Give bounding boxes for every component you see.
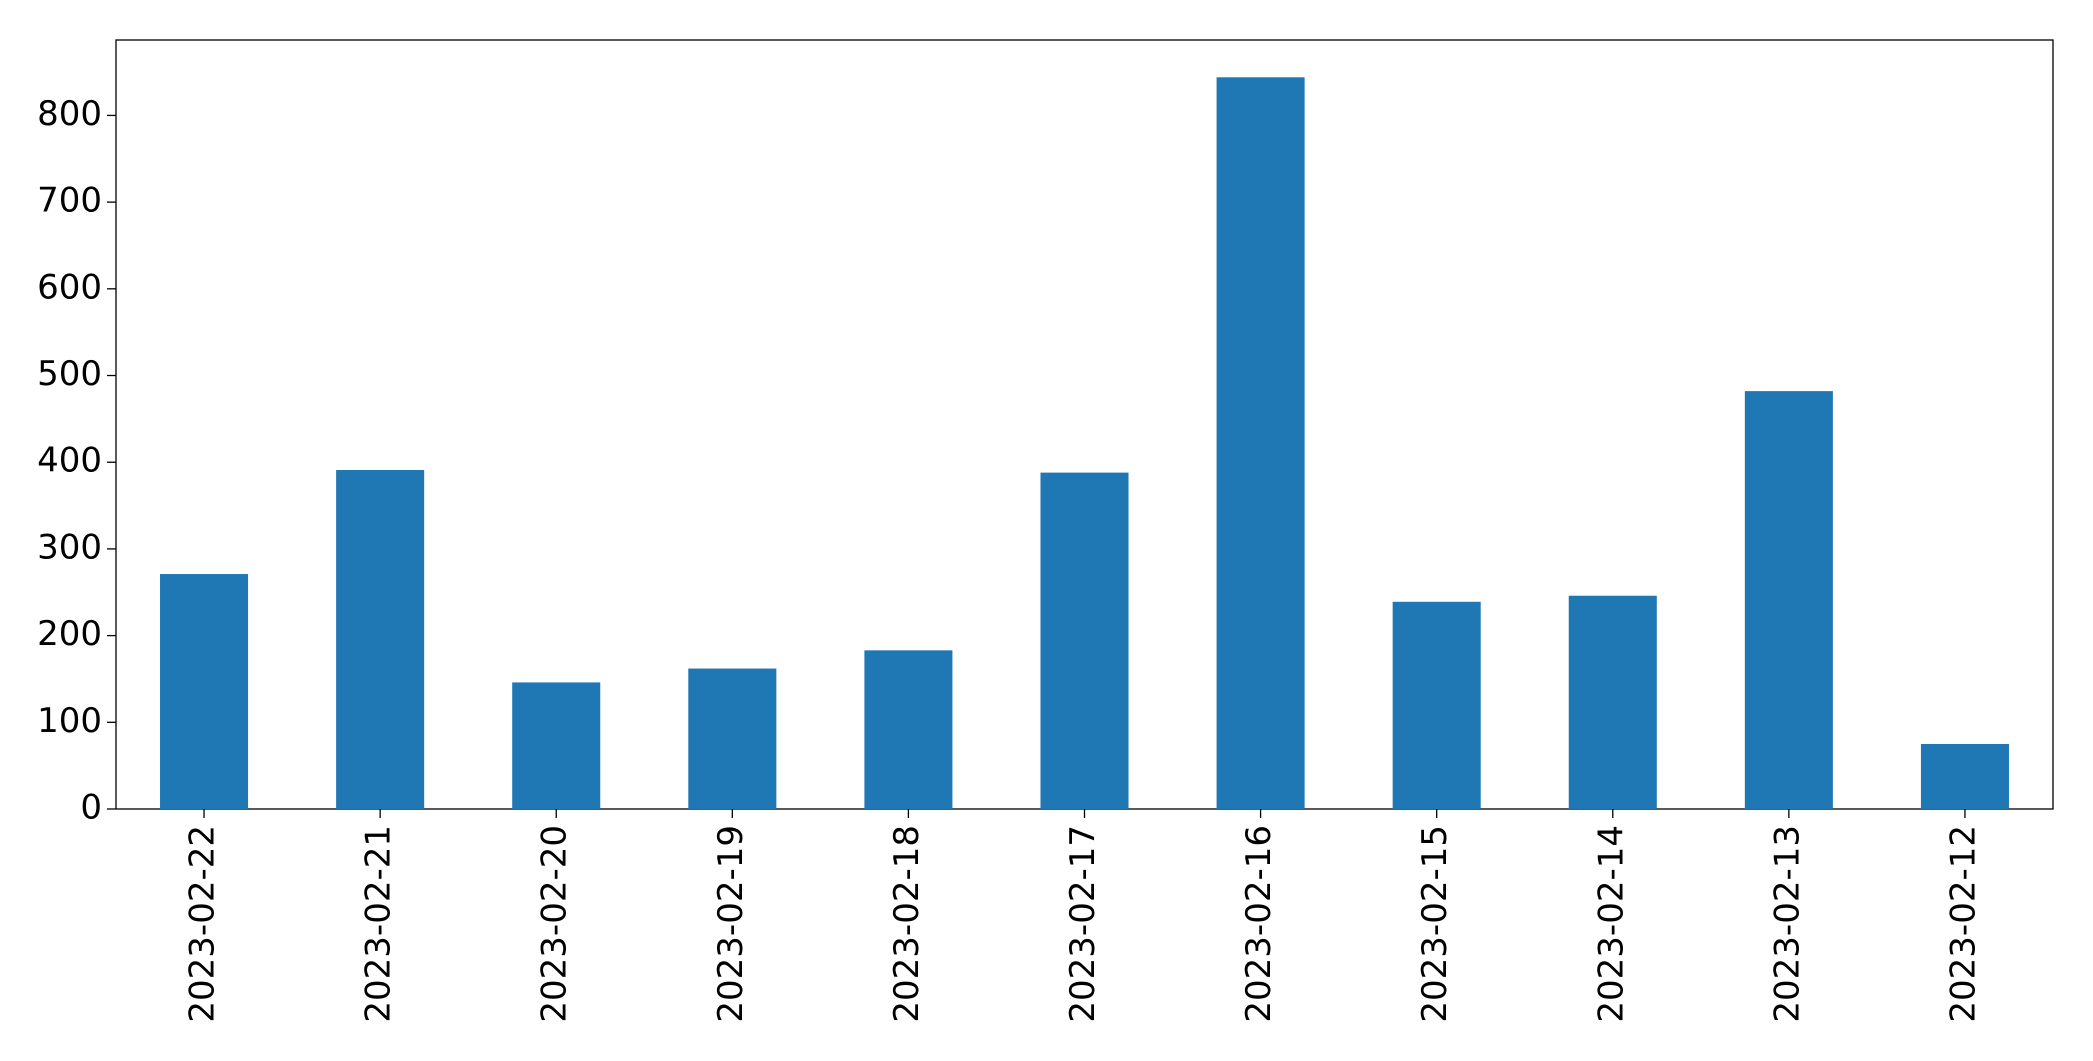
x-tick-label: 2023-02-21 [359,825,399,1023]
y-tick-label: 200 [37,614,102,654]
bar [512,682,601,809]
bar [1040,472,1129,809]
bar [336,470,425,809]
x-tick-label: 2023-02-15 [1415,825,1455,1023]
y-tick-label: 300 [37,527,102,567]
x-tick-label: 2023-02-16 [1239,825,1279,1023]
bar [160,574,249,809]
y-tick-label: 100 [37,701,102,741]
x-tick-label: 2023-02-22 [183,825,223,1023]
bar [1216,77,1305,809]
x-tick-label: 2023-02-13 [1767,825,1807,1023]
y-tick-label: 500 [37,354,102,394]
x-tick-label: 2023-02-20 [535,825,575,1023]
bar [1744,391,1833,809]
bar [864,650,953,809]
y-tick-label: 600 [37,267,102,307]
y-tick-label: 0 [80,788,102,828]
bar [1920,743,2009,809]
x-tick-label: 2023-02-14 [1591,825,1631,1023]
bar [1392,601,1481,809]
x-tick-label: 2023-02-12 [1943,825,1983,1023]
x-tick-label: 2023-02-18 [887,825,927,1023]
y-tick-label: 700 [37,181,102,221]
x-tick-label: 2023-02-19 [711,825,751,1023]
x-tick-label: 2023-02-17 [1063,825,1103,1023]
y-tick-label: 800 [37,94,102,134]
bar [1568,595,1657,809]
bar [688,668,777,809]
y-tick-label: 400 [37,441,102,481]
